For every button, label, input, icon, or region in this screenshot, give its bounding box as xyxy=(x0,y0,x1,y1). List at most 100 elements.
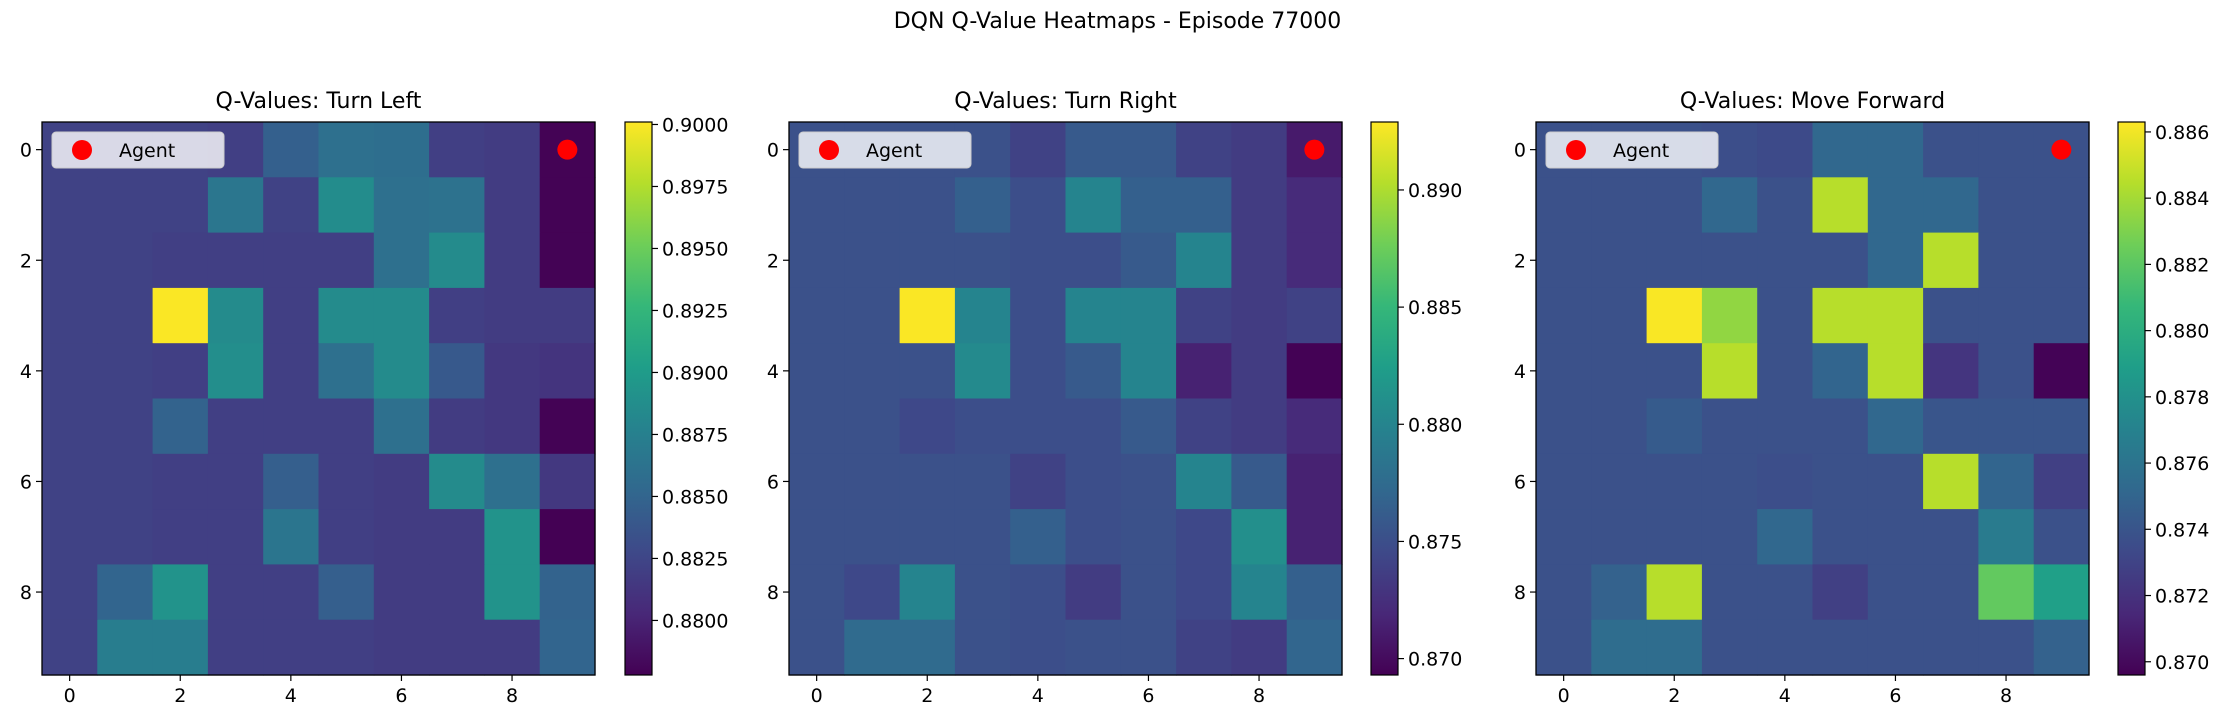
heatmap-cell xyxy=(1010,453,1067,510)
heatmap-cell xyxy=(152,509,209,565)
heatmap-cell xyxy=(1867,619,1924,676)
heatmap-cell xyxy=(844,509,901,565)
heatmap-cell xyxy=(1065,122,1122,178)
colorbar-tick-label: 0.8975 xyxy=(662,176,728,198)
heatmap-cell xyxy=(1867,343,1924,400)
colorbar-tick-label: 0.880 xyxy=(2155,321,2209,343)
heatmap-cell xyxy=(1065,453,1122,510)
heatmap-cell xyxy=(429,232,485,289)
heatmap-cell xyxy=(1065,509,1122,565)
heatmap-cell xyxy=(899,398,956,455)
heatmap-cell xyxy=(1536,398,1592,455)
heatmap-cell xyxy=(1176,619,1232,676)
heatmap-cell xyxy=(1978,619,2035,676)
heatmap-cell xyxy=(1176,287,1232,344)
heatmap-cell xyxy=(1867,232,1924,289)
colorbar-tick-label: 0.874 xyxy=(2155,519,2209,541)
legend-label: Agent xyxy=(866,140,922,162)
colorbar-gradient xyxy=(625,122,652,675)
heatmap-cell xyxy=(1120,122,1177,178)
heatmap-cell xyxy=(429,564,485,621)
heatmap-cell xyxy=(1757,509,1814,565)
heatmap-cell xyxy=(373,343,430,400)
heatmap-cell xyxy=(373,287,430,344)
heatmap-cell xyxy=(484,398,541,455)
heatmap-cell xyxy=(152,177,209,234)
heatmap-cell xyxy=(484,177,541,234)
colorbar-gradient xyxy=(1371,122,1398,675)
heatmap-cell xyxy=(97,398,154,455)
heatmap-cell xyxy=(1701,564,1758,621)
heatmap-cell xyxy=(1231,343,1288,400)
heatmap-cell xyxy=(1120,343,1177,400)
heatmap-cell xyxy=(2033,509,2090,565)
heatmap-cell xyxy=(1120,564,1177,621)
heatmap-cell xyxy=(899,619,956,676)
heatmap-cell xyxy=(1812,287,1869,344)
axes-frame xyxy=(788,121,1343,676)
y-tick-label: 2 xyxy=(767,250,779,272)
heatmap-cell xyxy=(1646,619,1703,676)
legend-agent-marker xyxy=(1566,140,1586,160)
heatmap-cell xyxy=(539,398,596,455)
colorbar-tick-label: 0.8850 xyxy=(662,486,728,508)
heatmap-cell xyxy=(1978,343,2035,400)
axes-frame xyxy=(1535,121,2090,676)
heatmap-cell xyxy=(97,619,154,676)
heatmap-cell xyxy=(789,177,845,234)
y-tick-label: 6 xyxy=(20,471,32,493)
heatmap-cell xyxy=(484,343,541,400)
heatmap-cell xyxy=(97,232,154,289)
heatmap-cell xyxy=(484,619,541,676)
colorbar-tick-label: 0.872 xyxy=(2155,586,2209,608)
heatmap-cell xyxy=(318,619,375,676)
heatmap-cell xyxy=(789,287,845,344)
x-tick-label: 2 xyxy=(1668,685,1680,707)
heatmap-cell xyxy=(954,509,1011,565)
x-tick-label: 8 xyxy=(2000,685,2012,707)
x-tick-label: 2 xyxy=(921,685,933,707)
heatmap-cell xyxy=(1867,287,1924,344)
heatmap-cell xyxy=(1646,453,1703,510)
colorbar-tick-label: 0.875 xyxy=(1408,531,1462,553)
heatmap-cell xyxy=(1231,509,1288,565)
y-tick-label: 0 xyxy=(20,140,32,162)
x-tick-label: 0 xyxy=(1558,685,1570,707)
colorbar-gradient xyxy=(2118,122,2145,675)
heatmap-cell xyxy=(1591,509,1648,565)
heatmap-cell xyxy=(484,564,541,621)
heatmap-cell xyxy=(373,564,430,621)
heatmap-cell xyxy=(1757,287,1814,344)
heatmap-cell xyxy=(2033,564,2090,621)
heatmap-cell xyxy=(1646,398,1703,455)
heatmap-cell xyxy=(207,177,264,234)
heatmap-cell xyxy=(1120,398,1177,455)
x-tick-label: 6 xyxy=(1889,685,1901,707)
heatmap-cell xyxy=(1923,343,1979,400)
heatmap-cell xyxy=(1646,177,1703,234)
colorbar-tick-label: 0.8825 xyxy=(662,548,728,570)
heatmap-cell xyxy=(1757,564,1814,621)
colorbar-tick-label: 0.880 xyxy=(1408,414,1462,436)
panel-3: Q-Values: Move Forward 0 2 4 6 8 0 2 4 6 8 Agent 0.8… xyxy=(1514,89,2210,707)
heatmap-cell xyxy=(789,564,845,621)
heatmap-cell xyxy=(373,122,430,178)
heatmap-cell xyxy=(373,177,430,234)
colorbar-tick-label: 0.886 xyxy=(2155,122,2209,144)
heatmap-cell xyxy=(539,343,596,400)
heatmap-cell xyxy=(1231,177,1288,234)
heatmap-cell xyxy=(207,287,264,344)
heatmap-cell xyxy=(1065,287,1122,344)
heatmap-cell xyxy=(2033,343,2090,400)
heatmap-cell xyxy=(1176,177,1232,234)
heatmap-cell xyxy=(899,177,956,234)
legend-agent-marker xyxy=(819,140,839,160)
heatmap-cell xyxy=(899,343,956,400)
heatmap-cell xyxy=(954,343,1011,400)
heatmap-cell xyxy=(1757,177,1814,234)
heatmap-cell xyxy=(263,287,320,344)
heatmap-cell xyxy=(1812,619,1869,676)
heatmap-cell xyxy=(207,398,264,455)
heatmap-cell xyxy=(1757,343,1814,400)
heatmap-cell xyxy=(539,453,596,510)
